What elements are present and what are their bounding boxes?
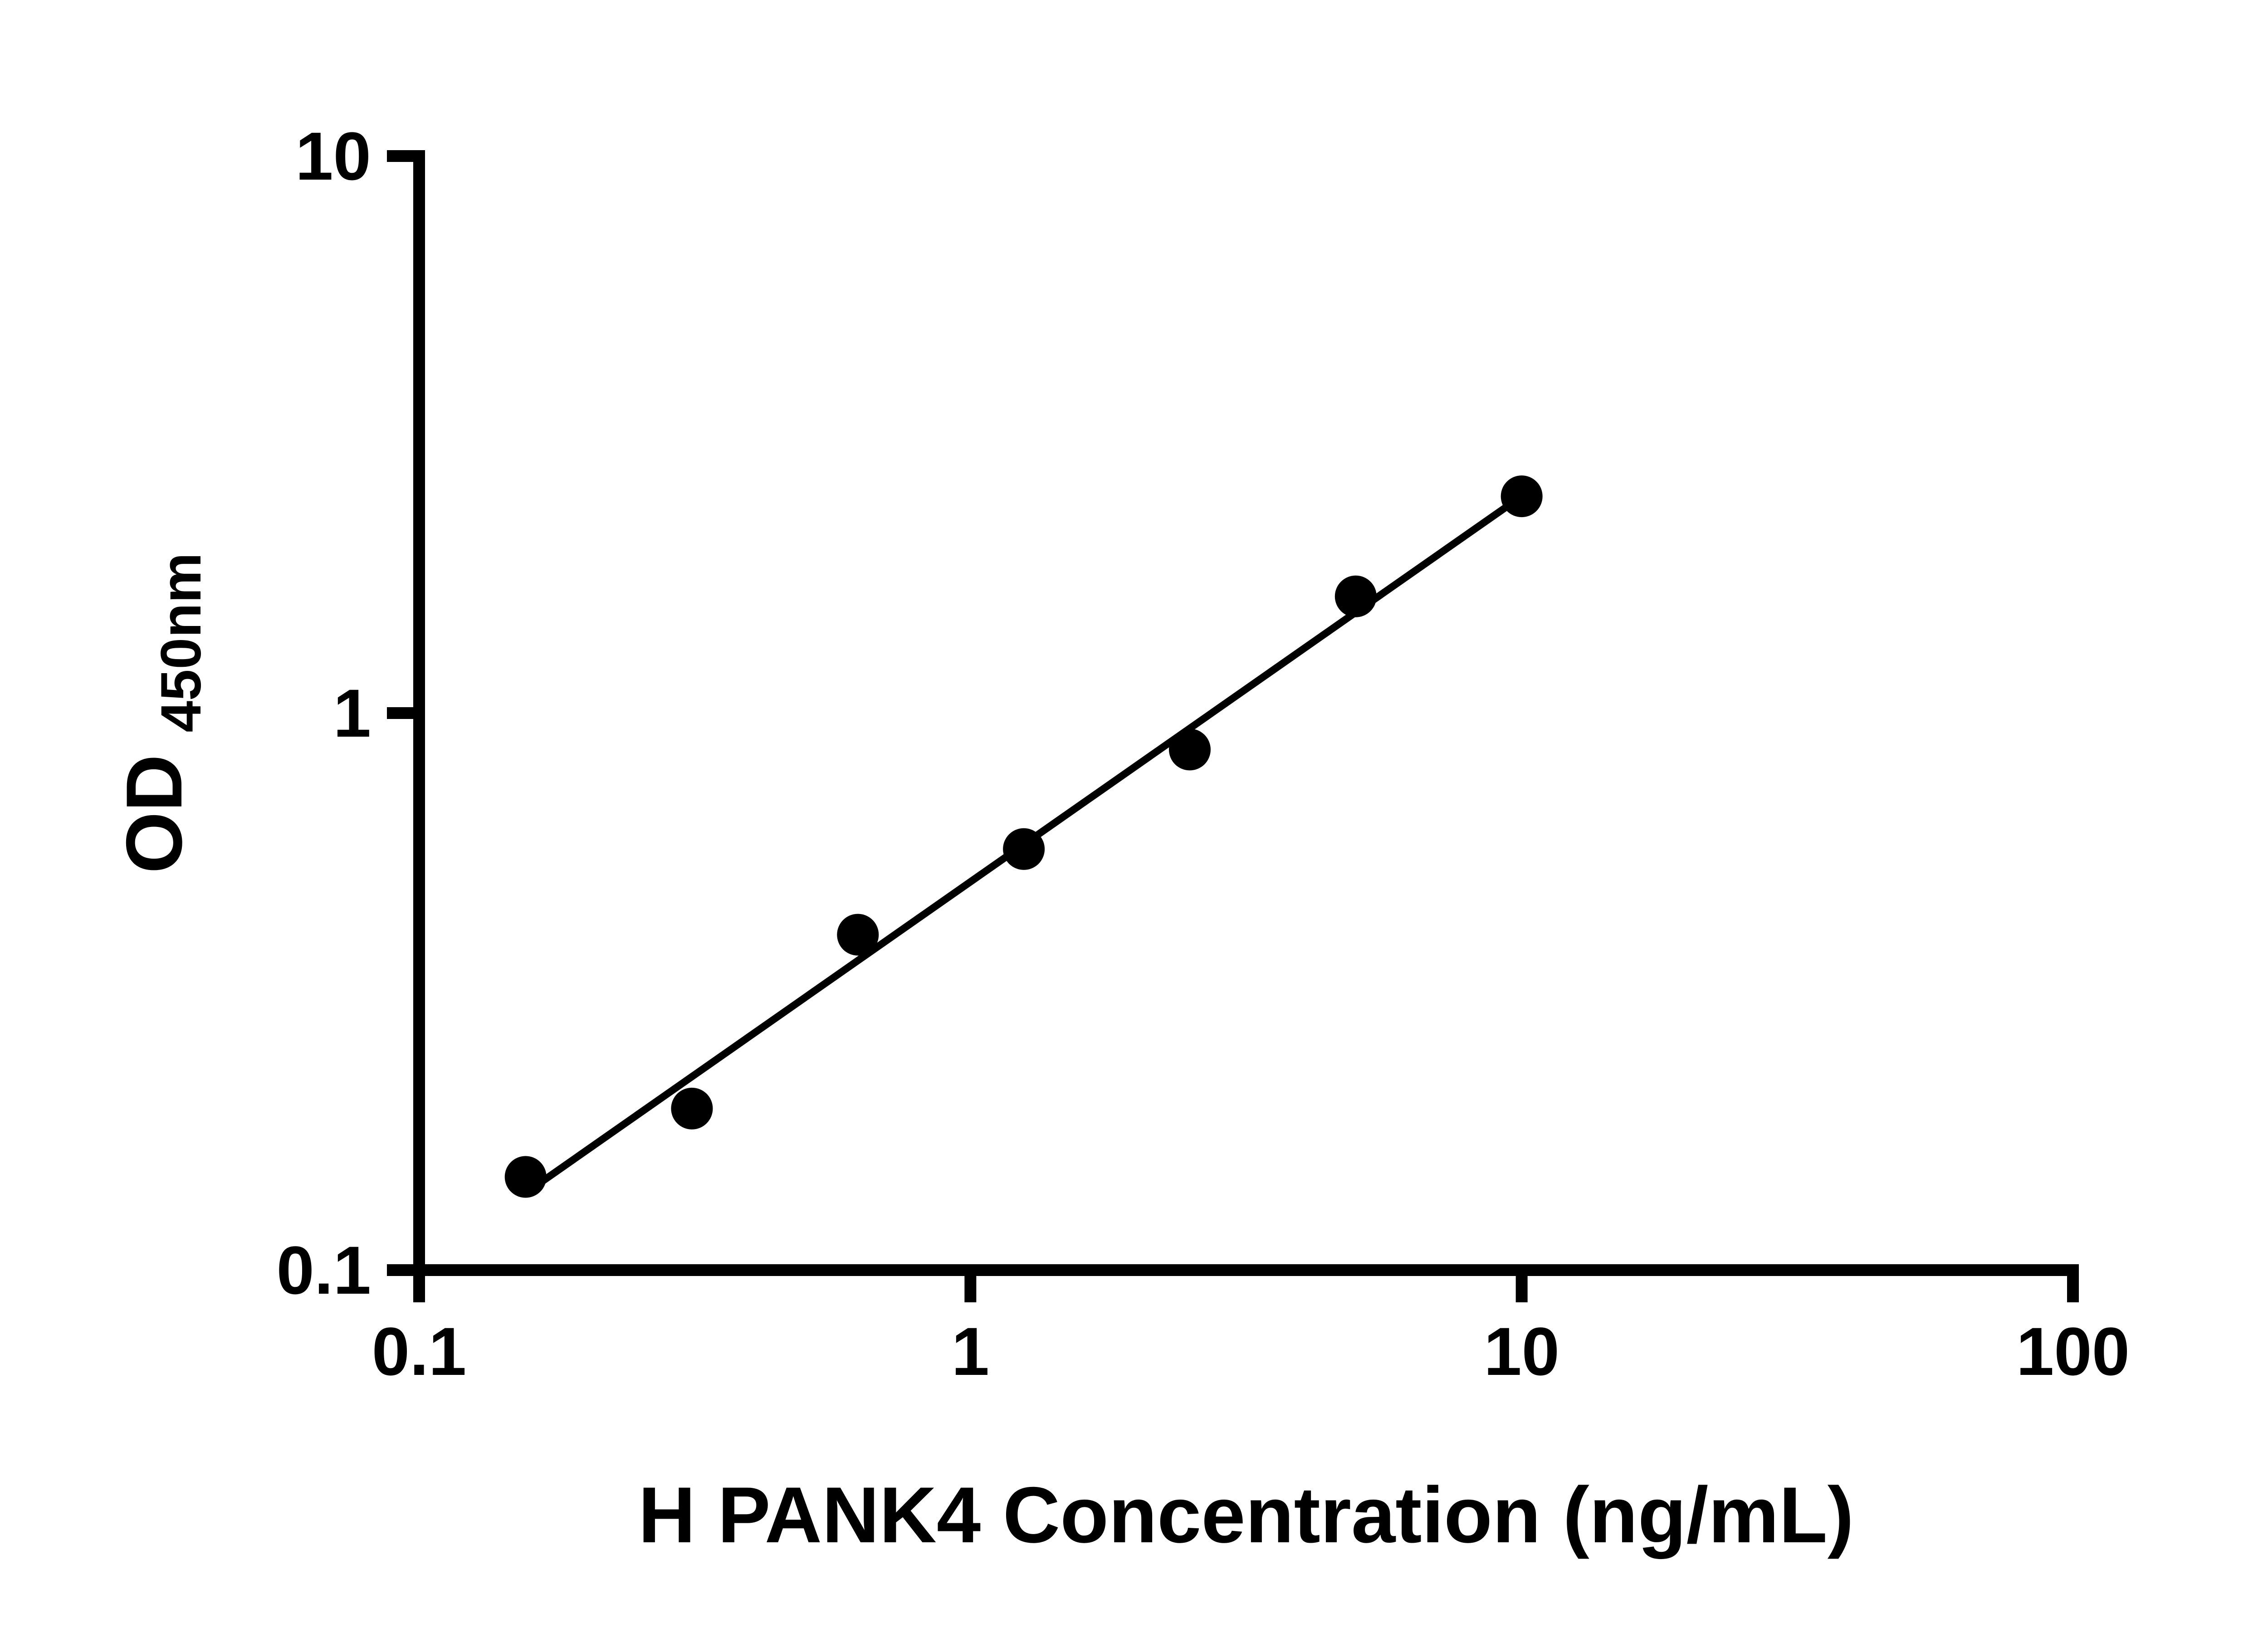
y-axis-title: OD 450nm: [110, 552, 213, 873]
data-point: [504, 1156, 547, 1198]
x-tick-label: 1: [952, 1313, 989, 1389]
data-point: [671, 1087, 713, 1129]
x-tick-label: 0.1: [372, 1313, 467, 1389]
data-point: [1334, 575, 1377, 617]
y-axis-title-sub: 450nm: [150, 552, 213, 732]
data-point: [1168, 728, 1211, 771]
y-axis-title-main: OD: [110, 754, 199, 874]
axes: 0.1 1 10 100 0.1 1 10: [276, 118, 2130, 1389]
x-axis-title: H PANK4 Concentration (ng/mL): [638, 1471, 1854, 1560]
x-tick-label: 10: [1484, 1313, 1559, 1389]
plot-series: [504, 475, 1543, 1198]
y-tick-label: 0.1: [276, 1232, 371, 1308]
data-point: [1003, 828, 1045, 870]
data-point: [837, 914, 879, 956]
data-point: [1501, 475, 1543, 518]
y-tick-label: 1: [333, 675, 371, 751]
y-tick-label: 10: [295, 118, 371, 194]
x-tick-label: 100: [2016, 1313, 2130, 1389]
